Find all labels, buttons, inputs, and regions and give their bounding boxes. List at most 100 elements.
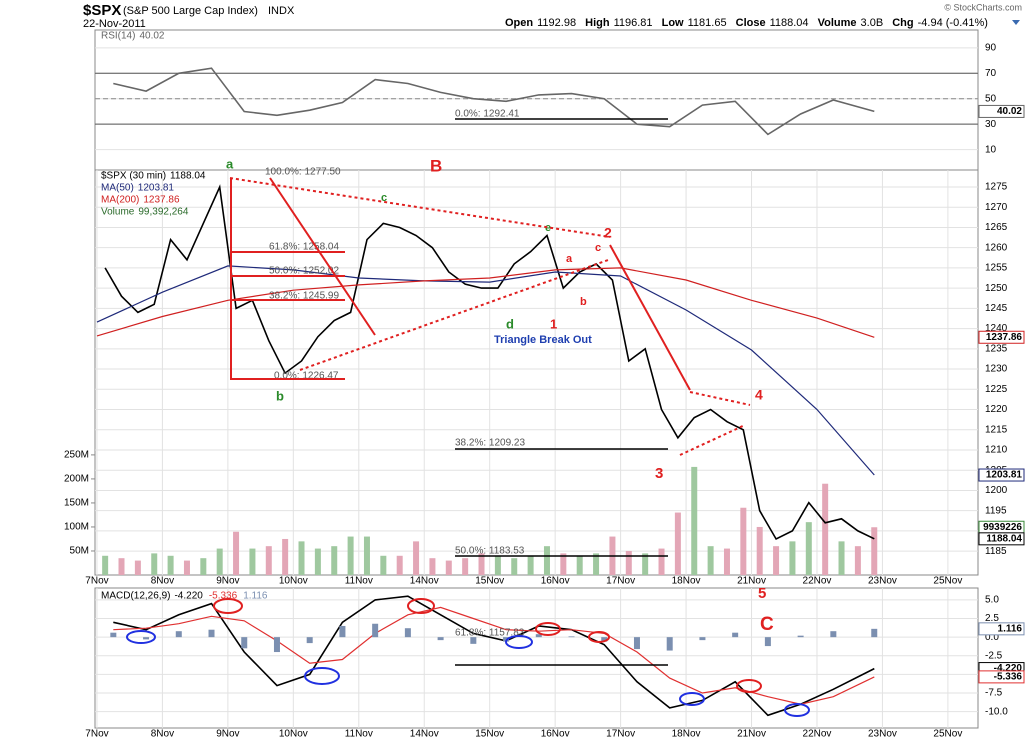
x-tick-label: 22Nov xyxy=(803,729,832,740)
quote-label: High xyxy=(585,17,610,29)
quote-value: -4.94 (-0.41%) xyxy=(918,17,988,29)
y-tick-label: 30 xyxy=(985,119,997,130)
drawn-annotations xyxy=(126,118,810,717)
histogram-bar xyxy=(306,637,313,644)
panel xyxy=(94,169,979,576)
volume-bar xyxy=(429,558,436,575)
volume-bar xyxy=(183,560,190,575)
trend-line xyxy=(229,177,611,238)
legend-label: $SPX (30 min) xyxy=(101,171,166,182)
volume-bar xyxy=(298,541,305,575)
symbol: $SPX xyxy=(83,2,121,19)
copyright: © StockCharts.com xyxy=(944,2,1022,12)
value-box: 1188.04 xyxy=(978,532,1025,546)
date: 22-Nov-2011 xyxy=(83,18,146,30)
menu-arrow[interactable] xyxy=(1012,20,1020,25)
volume-bar xyxy=(593,553,600,575)
trend-line xyxy=(689,391,751,406)
volume-bar xyxy=(216,548,223,575)
volume-bar xyxy=(560,553,567,575)
y-tick-label: 1200 xyxy=(985,485,1008,496)
histogram-bar xyxy=(732,632,739,638)
annotation: c xyxy=(381,192,387,204)
value-box-frame xyxy=(978,104,1025,118)
value-box-frame xyxy=(978,670,1025,684)
volume-bar xyxy=(478,553,485,575)
value-box-label: 40.02 xyxy=(997,106,1022,117)
legend-label: MACD(12,26,9) xyxy=(101,591,170,602)
cross-marker xyxy=(126,630,156,644)
y-tick-label: 1195 xyxy=(985,505,1007,516)
quote-label: Chg xyxy=(892,17,913,29)
y-tick-label: 1260 xyxy=(985,242,1008,253)
annotation: c xyxy=(595,242,601,254)
x-tick-label: 25Nov xyxy=(933,576,962,587)
value-box-label: 9939226 xyxy=(983,522,1022,533)
annotation: 38.2%: 1209.23 xyxy=(455,438,525,449)
y-tick-label: 1250 xyxy=(985,283,1008,294)
panel xyxy=(94,29,979,171)
volume-bar xyxy=(822,483,829,575)
value-box-frame xyxy=(978,330,1025,344)
x-tick-label: 9Nov xyxy=(216,576,239,587)
x-tick-label: 23Nov xyxy=(868,576,897,587)
series-line xyxy=(113,67,875,136)
quote-label: Close xyxy=(736,17,766,29)
cross-marker xyxy=(784,703,810,717)
x-tick-label: 18Nov xyxy=(672,576,701,587)
value-box-label: 1.116 xyxy=(998,623,1023,634)
cross-marker xyxy=(304,667,340,685)
x-tick-label: 18Nov xyxy=(672,729,701,740)
y-tick-label: -7.5 xyxy=(985,688,1003,699)
y-tick-label: 10 xyxy=(985,144,997,155)
x-tick-label: 17Nov xyxy=(606,576,635,587)
x-tick-label: 11Nov xyxy=(345,729,373,740)
volume-bar xyxy=(740,507,747,575)
volume-bar xyxy=(314,548,321,575)
quote-value: 1196.81 xyxy=(614,17,653,29)
volume-bar xyxy=(773,546,780,575)
volume-bar xyxy=(233,531,240,575)
volume-bar xyxy=(151,553,158,575)
value-box-frame xyxy=(978,468,1025,482)
volume-bar xyxy=(789,541,796,575)
histogram-bar xyxy=(470,637,477,644)
x-tick-label: 14Nov xyxy=(410,729,439,740)
annotation: a xyxy=(566,253,573,265)
x-tick-label: 16Nov xyxy=(541,576,570,587)
volume-bar xyxy=(707,546,714,575)
x-tick-label: 23Nov xyxy=(868,729,897,740)
annotation: 0.0%: 1226.47 xyxy=(274,371,339,382)
volume-bar xyxy=(347,536,354,575)
volume-bar xyxy=(200,558,207,575)
volume-bar xyxy=(167,555,174,575)
series-line xyxy=(113,595,875,717)
legend-label: MA(200) xyxy=(101,195,139,206)
x-tick-label: 15Nov xyxy=(475,576,504,587)
volume-bar xyxy=(462,558,469,575)
annotation: 3 xyxy=(655,465,663,482)
annotation: a xyxy=(226,156,234,171)
cross-marker xyxy=(535,622,561,636)
trend-line xyxy=(299,259,609,371)
y-tick-label: 1245 xyxy=(985,303,1008,314)
y-tick-label: 1220 xyxy=(985,404,1008,415)
annotation: 100.0%: 1277.50 xyxy=(265,167,341,178)
series-line xyxy=(96,265,875,476)
annotation: 50.0%: 1183.53 xyxy=(455,546,525,557)
cross-marker xyxy=(736,679,762,693)
volume-bar xyxy=(871,527,878,575)
legend-value: 1203.81 xyxy=(138,183,175,194)
quote-label: Low xyxy=(662,17,684,29)
volume-bar xyxy=(723,548,730,575)
x-tick-label: 22Nov xyxy=(803,576,832,587)
annotation: 2 xyxy=(604,225,612,241)
volume-bar xyxy=(691,466,698,575)
volume-bar xyxy=(249,548,256,575)
legend-value: -5.336 xyxy=(209,591,238,602)
trend-line xyxy=(609,244,691,391)
y-tick-label: 1210 xyxy=(985,445,1008,456)
histogram-bar xyxy=(601,637,608,642)
